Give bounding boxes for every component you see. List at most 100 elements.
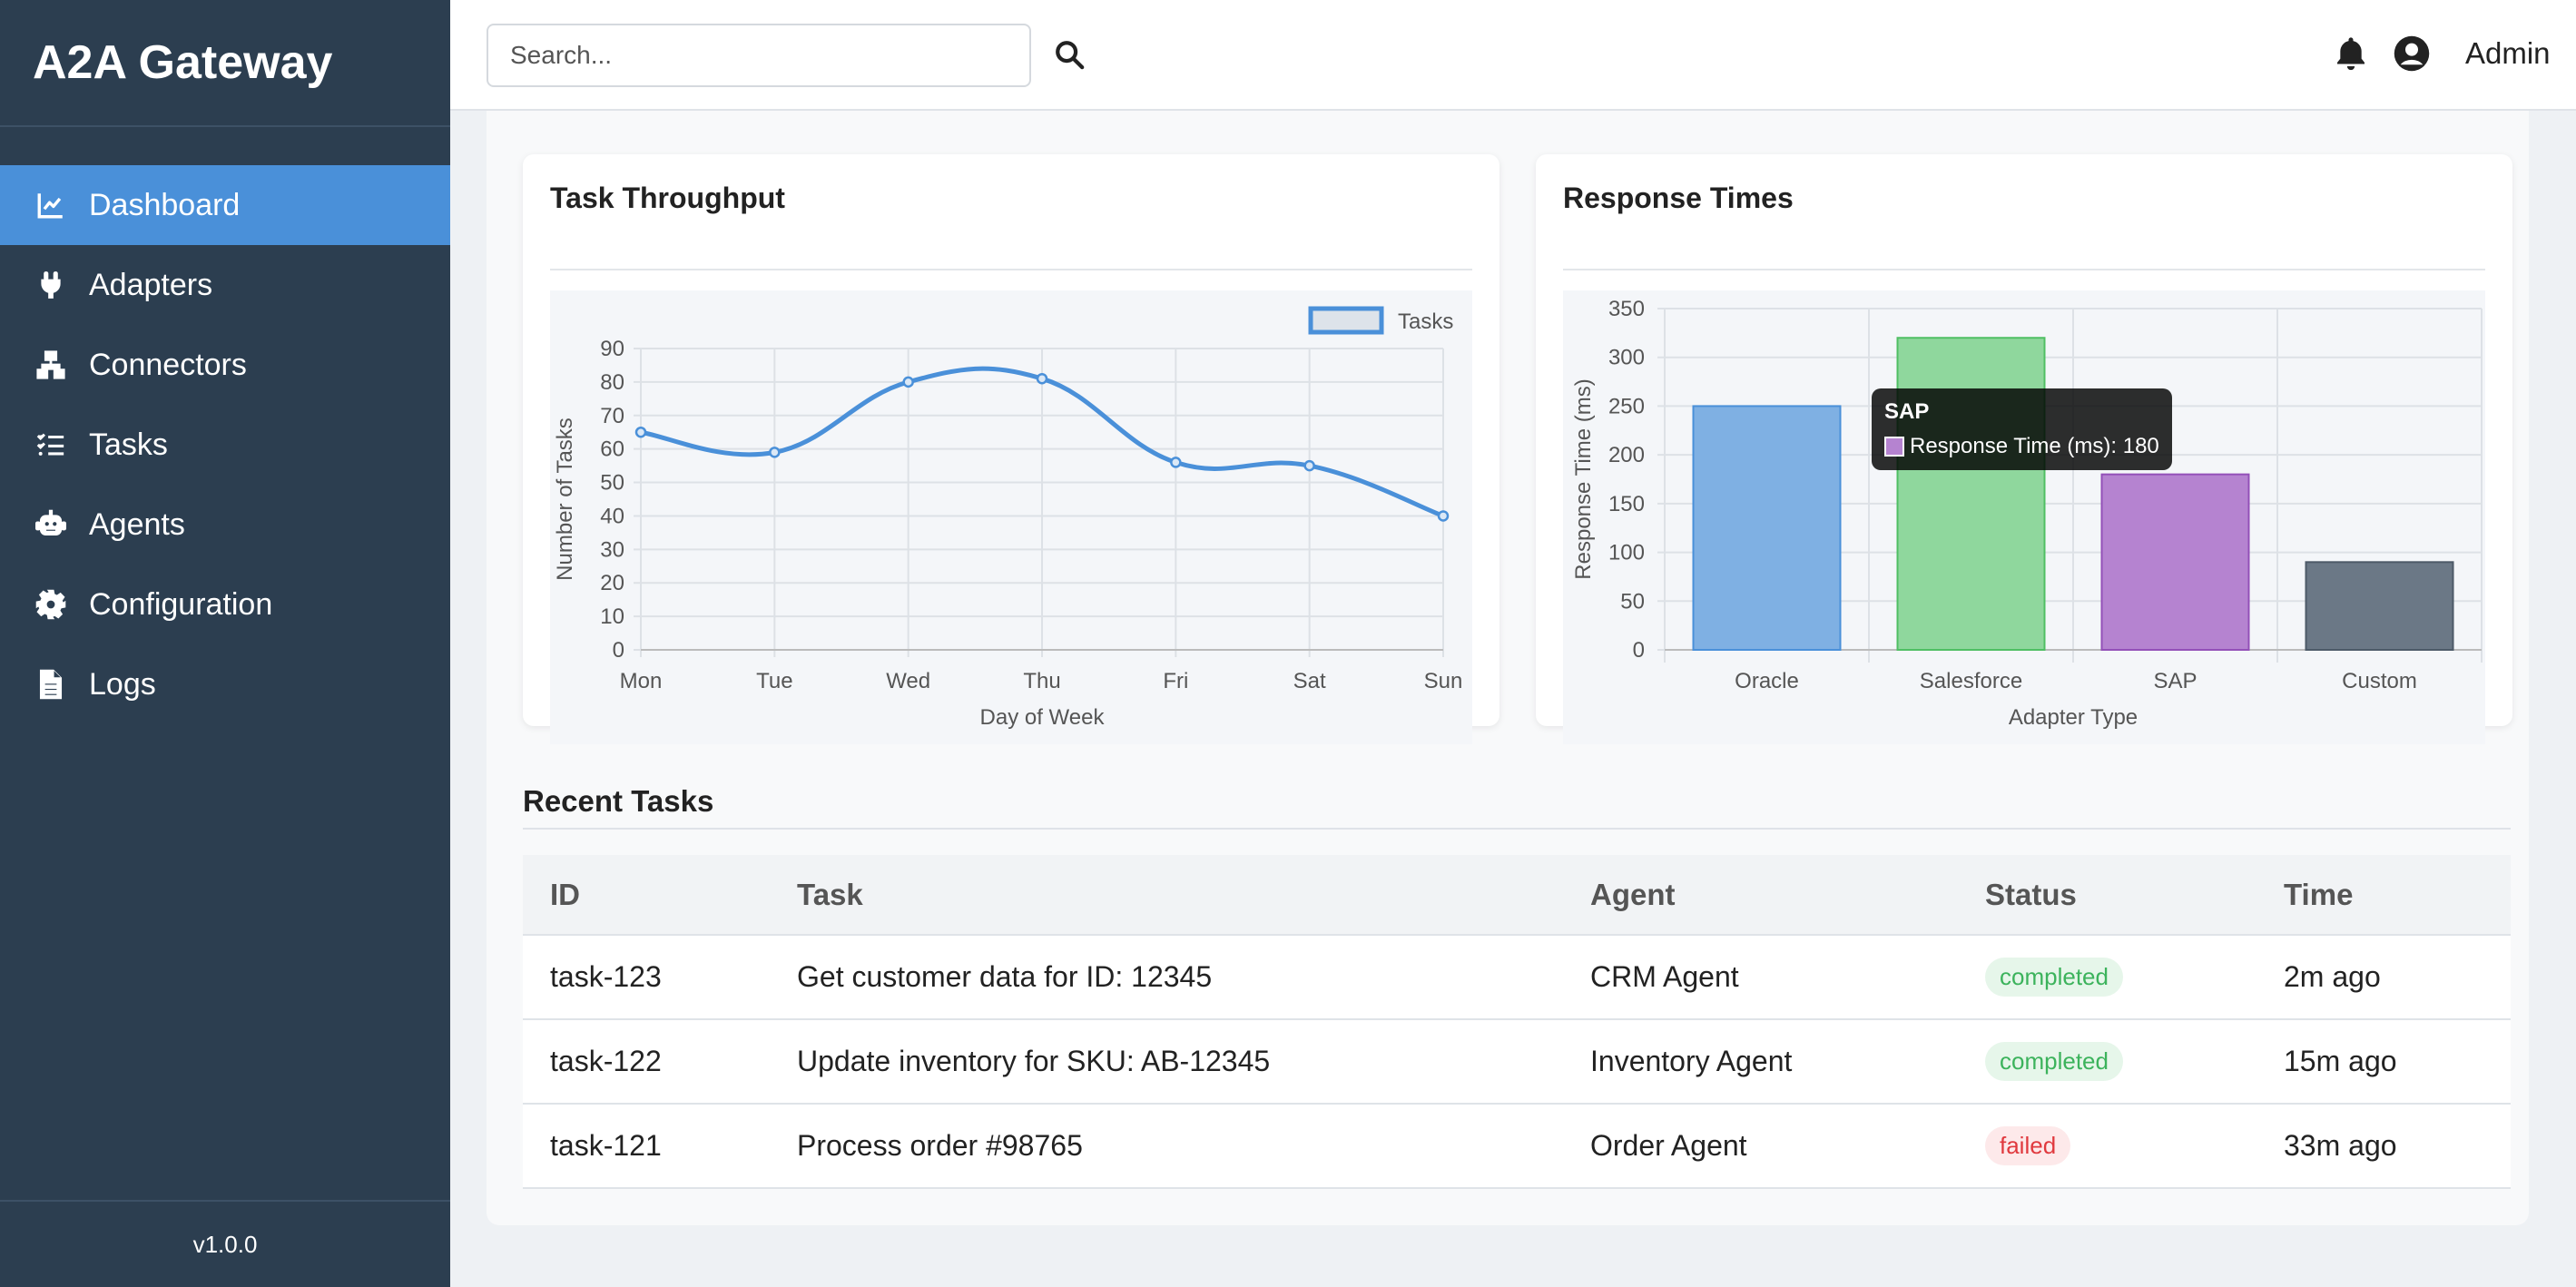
- robot-icon: [33, 506, 69, 543]
- x-tick-label: Salesforce: [1920, 669, 2022, 693]
- task-time: 2m ago: [2256, 935, 2511, 1020]
- x-tick-label: SAP: [2153, 669, 2197, 693]
- x-tick-label: Wed: [886, 669, 930, 693]
- app-version: v1.0.0: [0, 1200, 450, 1287]
- status-badge: completed: [1985, 958, 2123, 997]
- y-tick-label: 60: [600, 437, 624, 462]
- task-id: task-123: [523, 935, 770, 1020]
- line-chart-icon: [33, 187, 69, 223]
- y-tick-label: 350: [1608, 297, 1645, 321]
- search-icon[interactable]: [1049, 34, 1089, 74]
- sidebar-nav: Dashboard Adapters Connectors Tasks Agen…: [0, 165, 450, 724]
- tooltip-title: SAP: [1884, 399, 1930, 424]
- table-row[interactable]: task-122 Update inventory for SKU: AB-12…: [523, 1019, 2511, 1105]
- bar-custom: [2305, 561, 2454, 652]
- y-tick-label: 40: [600, 504, 624, 528]
- sidebar-item-connectors[interactable]: Connectors: [0, 325, 450, 405]
- x-axis-label: Day of Week: [980, 705, 1106, 730]
- data-point: [1170, 457, 1182, 468]
- task-id: task-121: [523, 1104, 770, 1189]
- divider: [1563, 269, 2485, 270]
- sidebar-item-tasks[interactable]: Tasks: [0, 405, 450, 485]
- table-header-row: ID Task Agent Status Time: [523, 855, 2511, 936]
- y-tick-label: 0: [1633, 638, 1645, 663]
- tooltip-swatch: [1884, 437, 1904, 457]
- y-tick-label: 70: [600, 404, 624, 428]
- task-status-cell: completed: [1958, 935, 2256, 1020]
- recent-tasks-table: ID Task Agent Status Time task-123 Get c…: [523, 855, 2511, 1189]
- y-axis-label: Number of Tasks: [553, 418, 577, 581]
- column-header-task[interactable]: Task: [770, 855, 1563, 936]
- gear-icon: [33, 586, 69, 623]
- task-description: Process order #98765: [770, 1104, 1563, 1189]
- status-badge: failed: [1985, 1126, 2071, 1165]
- column-header-id[interactable]: ID: [523, 855, 770, 936]
- recent-tasks-title: Recent Tasks: [523, 784, 714, 818]
- divider: [550, 269, 1472, 270]
- y-tick-label: 0: [613, 638, 624, 663]
- sidebar-item-dashboard[interactable]: Dashboard: [0, 165, 450, 245]
- card-title: Response Times: [1563, 182, 1794, 214]
- task-time: 33m ago: [2256, 1104, 2511, 1189]
- column-header-agent[interactable]: Agent: [1563, 855, 1958, 936]
- y-tick-label: 100: [1608, 541, 1645, 565]
- sidebar-item-label: Agents: [89, 506, 185, 542]
- y-tick-label: 250: [1608, 394, 1645, 418]
- sidebar-item-logs[interactable]: Logs: [0, 644, 450, 724]
- sidebar-item-label: Tasks: [89, 427, 168, 462]
- y-tick-label: 90: [600, 337, 624, 361]
- x-tick-label: Sun: [1424, 669, 1463, 693]
- data-point: [634, 426, 647, 438]
- user-circle-icon[interactable]: [2393, 34, 2433, 74]
- task-status-cell: completed: [1958, 1019, 2256, 1105]
- task-agent: Inventory Agent: [1563, 1019, 1958, 1105]
- y-tick-label: 150: [1608, 492, 1645, 516]
- y-tick-label: 50: [600, 471, 624, 496]
- column-header-time[interactable]: Time: [2256, 855, 2511, 936]
- legend-label: Tasks: [1398, 309, 1453, 334]
- legend-swatch: [1308, 306, 1384, 335]
- y-tick-label: 50: [1620, 589, 1645, 614]
- table-row[interactable]: task-121 Process order #98765 Order Agen…: [523, 1104, 2511, 1189]
- bell-icon[interactable]: [2333, 34, 2373, 74]
- y-tick-label: 80: [600, 370, 624, 395]
- sidebar-item-agents[interactable]: Agents: [0, 485, 450, 565]
- x-tick-label: Mon: [620, 669, 663, 693]
- bar-salesforce: [1896, 337, 2046, 651]
- x-tick-label: Fri: [1163, 669, 1188, 693]
- plot-background: [550, 290, 1472, 744]
- sidebar: A2A Gateway Dashboard Adapters Connector…: [0, 0, 450, 1287]
- brand-title: A2A Gateway: [0, 0, 450, 127]
- task-description: Get customer data for ID: 12345: [770, 935, 1563, 1020]
- table-row[interactable]: task-123 Get customer data for ID: 12345…: [523, 935, 2511, 1020]
- x-tick-label: Sat: [1293, 669, 1326, 693]
- search-input[interactable]: [487, 24, 1031, 87]
- data-point: [1303, 459, 1315, 472]
- sidebar-item-adapters[interactable]: Adapters: [0, 245, 450, 325]
- file-icon: [33, 666, 69, 702]
- task-agent: Order Agent: [1563, 1104, 1958, 1189]
- data-point: [1036, 372, 1048, 385]
- y-tick-label: 200: [1608, 443, 1645, 467]
- task-time: 15m ago: [2256, 1019, 2511, 1105]
- user-name[interactable]: Admin: [2465, 36, 2551, 70]
- top-bar: Admin: [450, 0, 2576, 111]
- y-tick-label: 20: [600, 571, 624, 595]
- data-point: [769, 447, 781, 458]
- sidebar-item-label: Configuration: [89, 586, 273, 622]
- throughput-card: Task Throughput 0 10 20 30 40 50 60 70 80 90 Mon Tu…: [523, 154, 1499, 744]
- task-id: task-122: [523, 1019, 770, 1105]
- x-tick-label: Thu: [1023, 669, 1060, 693]
- bar-sap: [2100, 473, 2250, 651]
- card-title: Task Throughput: [550, 182, 785, 214]
- y-tick-label: 10: [600, 604, 624, 629]
- y-tick-label: 300: [1608, 346, 1645, 370]
- chart-tooltip: SAP Response Time (ms): 180: [1872, 388, 2172, 470]
- throughput-chart: 0 10 20 30 40 50 60 70 80 90 Mon Tue Wed Thu Fri Sat Sun…: [550, 290, 1472, 744]
- task-agent: CRM Agent: [1563, 935, 1958, 1020]
- x-tick-label: Tue: [756, 669, 792, 693]
- column-header-status[interactable]: Status: [1958, 855, 2256, 936]
- sidebar-item-configuration[interactable]: Configuration: [0, 565, 450, 644]
- data-point: [902, 376, 914, 388]
- sidebar-item-label: Dashboard: [89, 187, 241, 222]
